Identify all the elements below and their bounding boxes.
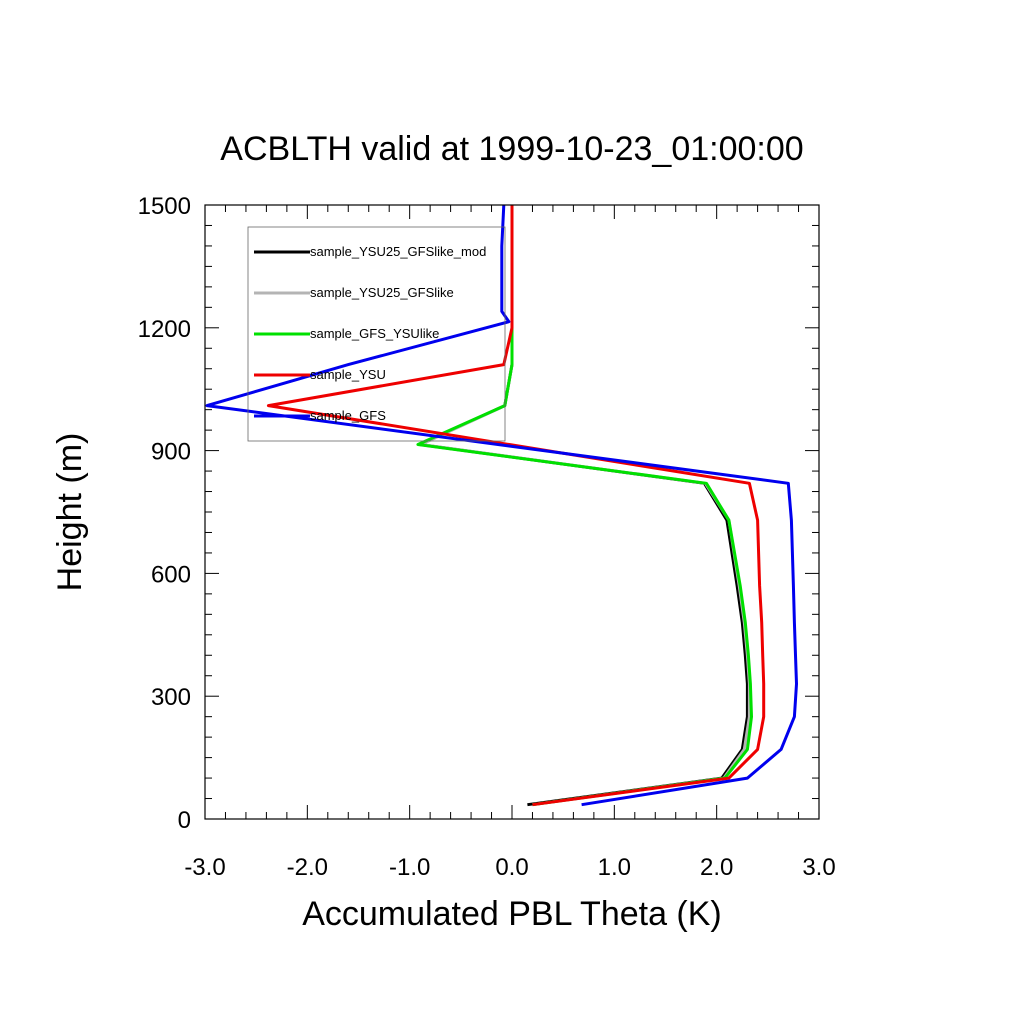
y-tick-label: 300 xyxy=(151,684,191,711)
x-tick-label: 0.0 xyxy=(495,854,528,881)
y-tick-label: 1200 xyxy=(138,316,191,343)
series-lines xyxy=(205,204,798,807)
x-axis-title: Accumulated PBL Theta (K) xyxy=(302,895,722,933)
tick-labels: -3.0 -2.0 -1.0 0.0 1.0 2.0 3.0 0 300 600 900 1200 15… xyxy=(138,193,836,881)
legend-label: sample_YSU25_GFSlike_mod xyxy=(310,244,486,259)
series-line xyxy=(418,205,749,807)
legend-label: sample_YSU25_GFSlike xyxy=(310,285,454,300)
x-tick-label: -2.0 xyxy=(287,854,328,881)
y-tick-label: 1500 xyxy=(138,193,191,220)
legend-label: sample_YSU xyxy=(310,367,386,382)
x-tick-label: 3.0 xyxy=(802,854,835,881)
y-tick-label: 0 xyxy=(178,807,191,834)
series-line xyxy=(205,204,798,807)
y-tick-label: 600 xyxy=(151,561,191,588)
chart-title: ACBLTH valid at 1999-10-23_01:00:00 xyxy=(220,130,803,168)
series-line xyxy=(419,205,751,807)
x-tick-label: 2.0 xyxy=(700,854,733,881)
x-tick-label: -3.0 xyxy=(184,854,225,881)
plot-frame xyxy=(204,204,820,820)
y-axis-title: Height (m) xyxy=(51,433,89,592)
legend-box xyxy=(247,226,506,442)
legend-label: sample_GFS xyxy=(310,408,386,423)
legend: sample_YSU25_GFSlike_mod sample_YSU25_GFS… xyxy=(247,226,506,442)
legend-label: sample_GFS_YSUlike xyxy=(310,326,439,341)
x-tick-label: 1.0 xyxy=(598,854,631,881)
x-tick-label: -1.0 xyxy=(389,854,430,881)
series-line xyxy=(266,205,766,807)
series-line xyxy=(416,205,753,807)
y-tick-label: 900 xyxy=(151,439,191,466)
